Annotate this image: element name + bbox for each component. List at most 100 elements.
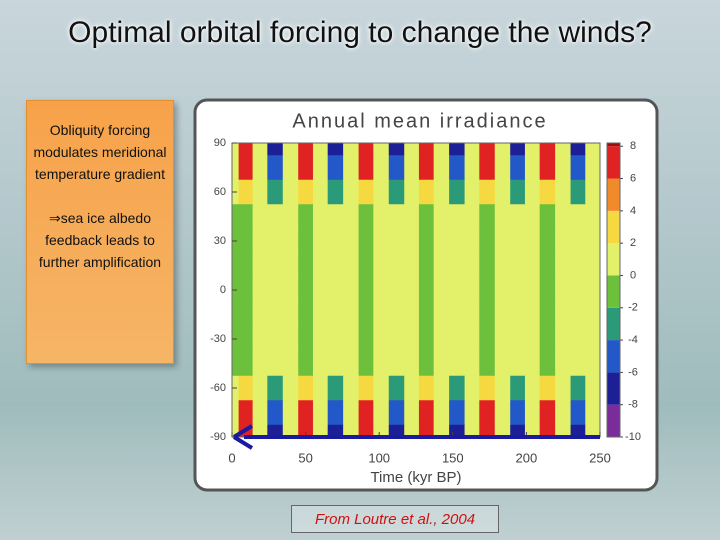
heatmap-cell: [388, 424, 405, 438]
heatmap-cell: [585, 253, 601, 279]
box-paragraph: ⇒sea ice albedo feedback leads to furthe…: [38, 210, 162, 270]
colorbar-segment: [607, 243, 620, 276]
heatmap-cell: [252, 277, 268, 303]
colorbar-label: -2: [628, 302, 638, 314]
heatmap-cell: [464, 253, 480, 279]
heatmap-cell: [570, 424, 586, 438]
heatmap-cell: [585, 375, 601, 401]
colorbar-segment: [607, 275, 620, 308]
heatmap-cell: [570, 179, 586, 205]
heatmap-cell: [449, 302, 466, 328]
heatmap-cell: [343, 277, 360, 303]
heatmap-cell: [343, 228, 360, 254]
heatmap-cell: [433, 375, 450, 401]
heatmap-cell: [312, 400, 329, 426]
heatmap-cell: [585, 277, 601, 303]
heatmap-cell: [585, 228, 601, 254]
heatmap-cell: [449, 400, 466, 426]
heatmap-cell: [252, 375, 268, 401]
heatmap-cell: [555, 351, 572, 377]
heatmap-cell: [524, 228, 541, 254]
heatmap-cell: [479, 375, 496, 401]
heatmap-cell: [388, 400, 405, 426]
heatmap-cell: [418, 424, 435, 438]
heatmap-cell: [585, 179, 601, 205]
heatmap-cell: [433, 228, 450, 254]
heatmap-cell: [298, 277, 314, 303]
heatmap-cell: [433, 351, 450, 377]
colorbar-label: -4: [628, 334, 638, 346]
heatmap-cell: [282, 204, 299, 230]
heatmap-cell: [510, 179, 526, 205]
heatmap-cell: [418, 155, 435, 181]
heatmap-cell: [327, 228, 344, 254]
heatmap-cell: [252, 155, 268, 181]
heatmap-cell: [524, 302, 541, 328]
colorbar-label: -6: [628, 366, 638, 378]
heatmap-cell: [539, 326, 556, 352]
heatmap-cell: [238, 179, 254, 205]
heatmap-cell: [252, 179, 268, 205]
heatmap-cell: [570, 302, 586, 328]
heatmap-cell: [404, 424, 420, 438]
heatmap-cell: [343, 400, 360, 426]
heatmap-cell: [282, 277, 299, 303]
heatmap-cell: [464, 204, 480, 230]
colorbar-label: 2: [630, 237, 636, 249]
heatmap-cell: [327, 375, 344, 401]
colorbar-frame: [606, 142, 621, 438]
heatmap-cell: [479, 302, 496, 328]
heatmap-cell: [433, 179, 450, 205]
x-tick-label: 250: [589, 450, 611, 465]
heatmap-cell: [479, 228, 496, 254]
heatmap-cell: [282, 375, 299, 401]
heatmap-cell: [327, 143, 344, 156]
heatmap-cell: [343, 424, 360, 438]
heatmap-cell: [327, 326, 344, 352]
heatmap-cell: [358, 277, 374, 303]
arrow-head: [232, 424, 254, 450]
heatmap-cell: [585, 326, 601, 352]
heatmap-cell: [494, 179, 511, 205]
heatmap-cell: [404, 351, 420, 377]
heatmap-cell: [585, 400, 601, 426]
heatmap-cell: [298, 143, 314, 156]
heatmap-cell: [570, 155, 586, 181]
heatmap-cell: [252, 326, 268, 352]
heatmap-cell: [298, 351, 314, 377]
heatmap-cell: [252, 204, 268, 230]
heatmap-cell: [312, 179, 329, 205]
heatmap-cell: [267, 204, 284, 230]
heatmap-cell: [555, 400, 572, 426]
heatmap-cell: [252, 253, 268, 279]
heatmap-cell: [479, 155, 496, 181]
heatmap-cell: [298, 424, 314, 438]
heatmap-cell: [312, 302, 329, 328]
heatmap-cell: [238, 253, 254, 279]
colorbar-segment: [607, 143, 620, 147]
heatmap-cell: [524, 351, 541, 377]
heatmap-cell: [524, 179, 541, 205]
heatmap-cell: [327, 204, 344, 230]
heatmap-cell: [449, 228, 466, 254]
heatmap-cell: [358, 400, 374, 426]
heatmap-cell: [510, 228, 526, 254]
heatmap-cell: [539, 228, 556, 254]
heatmap-cell: [238, 302, 254, 328]
heatmap-cell: [433, 424, 450, 438]
heatmap-cell: [570, 143, 586, 156]
y-tick-label: -30: [210, 333, 226, 345]
heatmap-cell: [252, 302, 268, 328]
heatmap-cell: [494, 326, 511, 352]
heatmap-cell: [232, 253, 240, 279]
heatmap-cell: [267, 326, 284, 352]
heatmap-cell: [404, 204, 420, 230]
heatmap-cell: [418, 253, 435, 279]
colorbar-segment: [607, 178, 620, 211]
heatmap-cell: [388, 351, 405, 377]
heatmap-cell: [232, 351, 240, 377]
heatmap-cell: [358, 326, 374, 352]
heatmap-cell: [388, 326, 405, 352]
heatmap-cell: [358, 143, 374, 156]
